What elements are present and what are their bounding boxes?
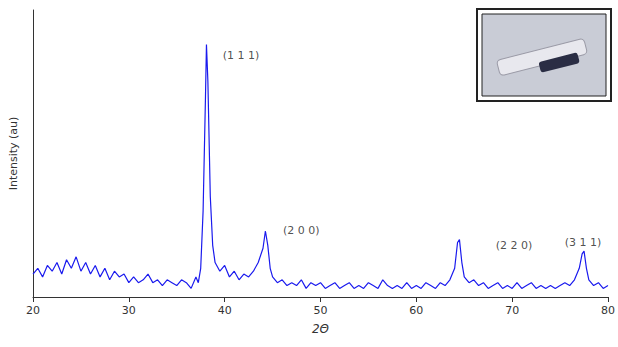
- svg-text:(3 1 1): (3 1 1): [565, 236, 602, 249]
- svg-text:80: 80: [601, 304, 615, 317]
- svg-text:60: 60: [409, 304, 423, 317]
- svg-text:20: 20: [26, 304, 40, 317]
- svg-text:2Θ: 2Θ: [312, 322, 330, 336]
- svg-text:(2 2 0): (2 2 0): [496, 239, 533, 252]
- svg-text:(1 1 1): (1 1 1): [223, 49, 260, 62]
- svg-text:50: 50: [314, 304, 328, 317]
- svg-text:30: 30: [122, 304, 136, 317]
- svg-text:(2 0 0): (2 0 0): [283, 224, 320, 237]
- svg-text:40: 40: [218, 304, 232, 317]
- svg-text:70: 70: [505, 304, 519, 317]
- svg-text:Intensity (au): Intensity (au): [7, 117, 20, 191]
